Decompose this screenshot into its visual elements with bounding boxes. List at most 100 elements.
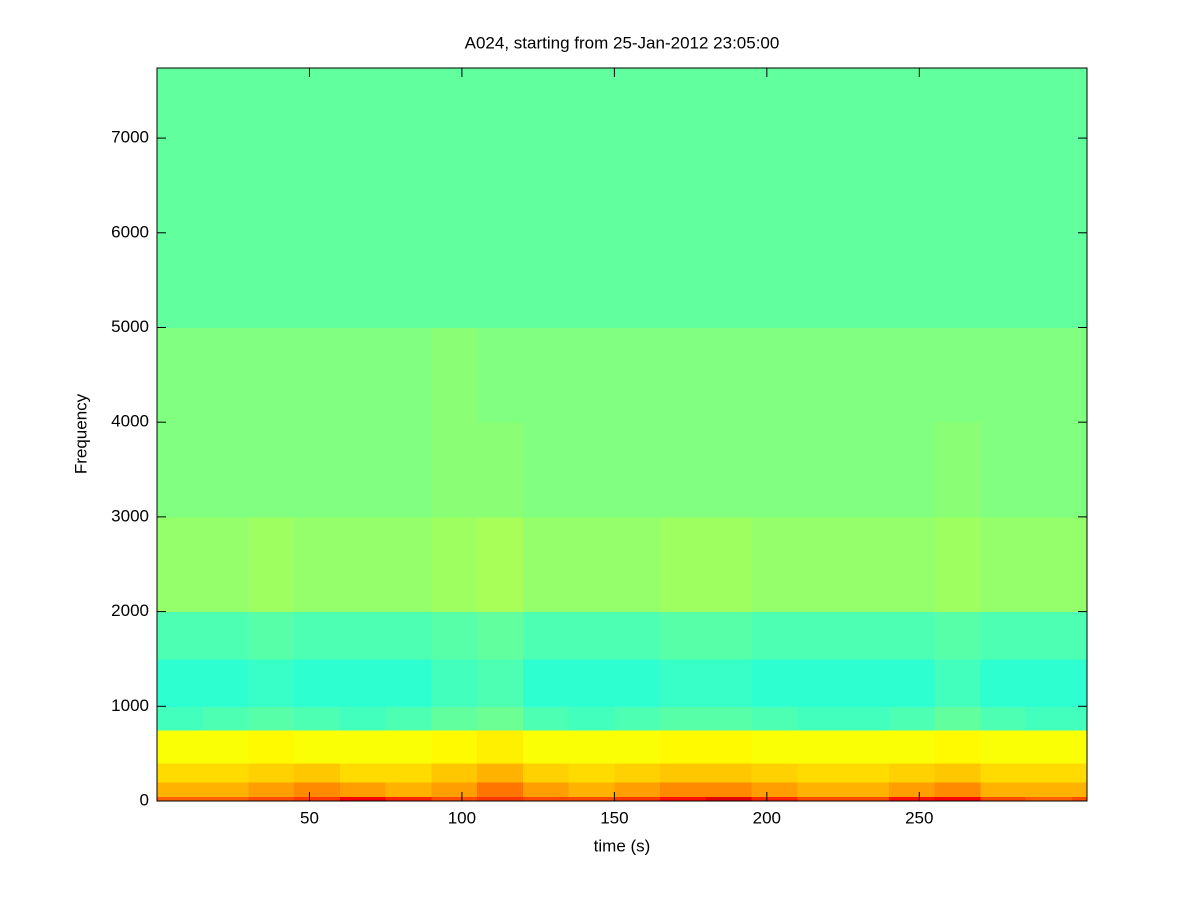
cell bbox=[202, 706, 249, 731]
cell bbox=[522, 729, 570, 764]
cell bbox=[705, 516, 753, 613]
cell bbox=[339, 516, 387, 613]
cell bbox=[980, 68, 1027, 328]
cell bbox=[705, 706, 753, 731]
cell bbox=[248, 516, 295, 613]
x-tick-label: 50 bbox=[300, 808, 319, 827]
cell bbox=[522, 796, 570, 802]
cell bbox=[248, 611, 295, 660]
cell bbox=[385, 658, 432, 707]
cell bbox=[751, 796, 798, 802]
cell bbox=[431, 729, 478, 764]
cell bbox=[477, 729, 524, 764]
cell bbox=[1026, 611, 1073, 660]
cell bbox=[934, 327, 981, 423]
cell bbox=[888, 611, 936, 660]
plot-frame bbox=[156, 67, 1088, 802]
cell bbox=[522, 516, 570, 613]
cell bbox=[797, 782, 844, 797]
cell bbox=[1026, 327, 1073, 423]
cell bbox=[339, 763, 387, 783]
cell bbox=[660, 706, 707, 731]
cell bbox=[339, 68, 387, 328]
cell bbox=[1071, 796, 1088, 802]
cell bbox=[157, 68, 204, 328]
cell bbox=[522, 658, 570, 707]
cell bbox=[294, 516, 341, 613]
cell bbox=[385, 706, 432, 731]
cell bbox=[888, 706, 936, 731]
x-axis-label: time (s) bbox=[594, 836, 651, 855]
cell bbox=[568, 422, 615, 518]
chart-title: A024, starting from 25-Jan-2012 23:05:00 bbox=[465, 33, 780, 52]
cell bbox=[385, 782, 432, 797]
cell bbox=[339, 782, 387, 797]
cell bbox=[1026, 658, 1073, 707]
cell bbox=[522, 611, 570, 660]
y-tick-label: 7000 bbox=[111, 128, 149, 147]
cell bbox=[751, 422, 798, 518]
cell bbox=[477, 763, 524, 783]
cell bbox=[157, 327, 204, 423]
cell bbox=[934, 68, 981, 328]
cell bbox=[385, 611, 432, 660]
cell bbox=[339, 611, 387, 660]
cell bbox=[614, 516, 661, 613]
cell bbox=[477, 422, 524, 518]
cell bbox=[843, 796, 890, 802]
cell bbox=[751, 729, 798, 764]
cell bbox=[705, 796, 753, 802]
cell bbox=[568, 327, 615, 423]
cell bbox=[568, 706, 615, 731]
cell bbox=[797, 763, 844, 783]
cell bbox=[477, 658, 524, 707]
cell bbox=[157, 763, 204, 783]
cell bbox=[1071, 782, 1088, 797]
cell bbox=[614, 796, 661, 802]
cell bbox=[385, 422, 432, 518]
cell bbox=[1026, 782, 1073, 797]
cell bbox=[751, 763, 798, 783]
cell bbox=[431, 68, 478, 328]
cell bbox=[522, 327, 570, 423]
y-tick-label: 5000 bbox=[111, 317, 149, 336]
cell bbox=[385, 516, 432, 613]
cell bbox=[843, 68, 890, 328]
cell bbox=[157, 516, 204, 613]
cell bbox=[477, 782, 524, 797]
cell bbox=[202, 422, 249, 518]
cell bbox=[751, 516, 798, 613]
cell bbox=[934, 796, 981, 802]
cell bbox=[1026, 68, 1073, 328]
cell bbox=[202, 796, 249, 802]
cell bbox=[888, 782, 936, 797]
cell bbox=[660, 763, 707, 783]
cell bbox=[431, 658, 478, 707]
cell bbox=[202, 729, 249, 764]
cell bbox=[339, 729, 387, 764]
cell bbox=[1071, 327, 1088, 423]
cell bbox=[339, 796, 387, 802]
cell bbox=[294, 68, 341, 328]
cell bbox=[980, 782, 1027, 797]
cell bbox=[843, 516, 890, 613]
cell bbox=[797, 422, 844, 518]
cell bbox=[431, 763, 478, 783]
cell bbox=[157, 796, 204, 802]
y-tick-label: 6000 bbox=[111, 222, 149, 241]
cell bbox=[705, 611, 753, 660]
cell bbox=[522, 706, 570, 731]
cell bbox=[1071, 516, 1088, 613]
cell bbox=[568, 68, 615, 328]
cell bbox=[1071, 68, 1088, 328]
cell bbox=[934, 782, 981, 797]
cell bbox=[980, 796, 1027, 802]
cell bbox=[660, 68, 707, 328]
x-tick-label: 250 bbox=[905, 808, 933, 827]
cell bbox=[294, 782, 341, 797]
cell bbox=[751, 611, 798, 660]
cell bbox=[157, 422, 204, 518]
cell bbox=[248, 763, 295, 783]
cell bbox=[843, 763, 890, 783]
cell bbox=[202, 782, 249, 797]
